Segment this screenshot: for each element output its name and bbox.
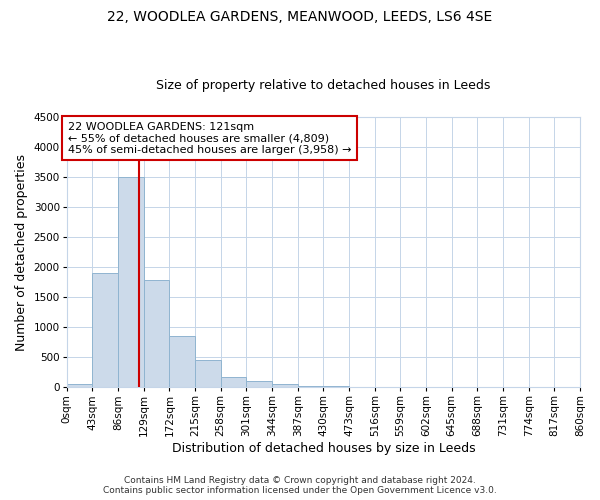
Title: Size of property relative to detached houses in Leeds: Size of property relative to detached ho… <box>156 79 491 92</box>
Bar <box>247 382 272 388</box>
Bar <box>118 177 144 388</box>
Text: 22, WOODLEA GARDENS, MEANWOOD, LEEDS, LS6 4SE: 22, WOODLEA GARDENS, MEANWOOD, LEEDS, LS… <box>107 10 493 24</box>
Bar <box>92 273 118 388</box>
Bar <box>272 384 298 388</box>
Bar <box>323 386 349 388</box>
Bar <box>67 384 92 388</box>
Bar <box>298 386 323 388</box>
Bar <box>144 280 169 388</box>
Bar <box>195 360 221 388</box>
Text: Contains HM Land Registry data © Crown copyright and database right 2024.
Contai: Contains HM Land Registry data © Crown c… <box>103 476 497 495</box>
Bar <box>221 377 247 388</box>
X-axis label: Distribution of detached houses by size in Leeds: Distribution of detached houses by size … <box>172 442 475 455</box>
Bar <box>169 336 195 388</box>
Y-axis label: Number of detached properties: Number of detached properties <box>15 154 28 350</box>
Text: 22 WOODLEA GARDENS: 121sqm
← 55% of detached houses are smaller (4,809)
45% of s: 22 WOODLEA GARDENS: 121sqm ← 55% of deta… <box>68 122 352 155</box>
